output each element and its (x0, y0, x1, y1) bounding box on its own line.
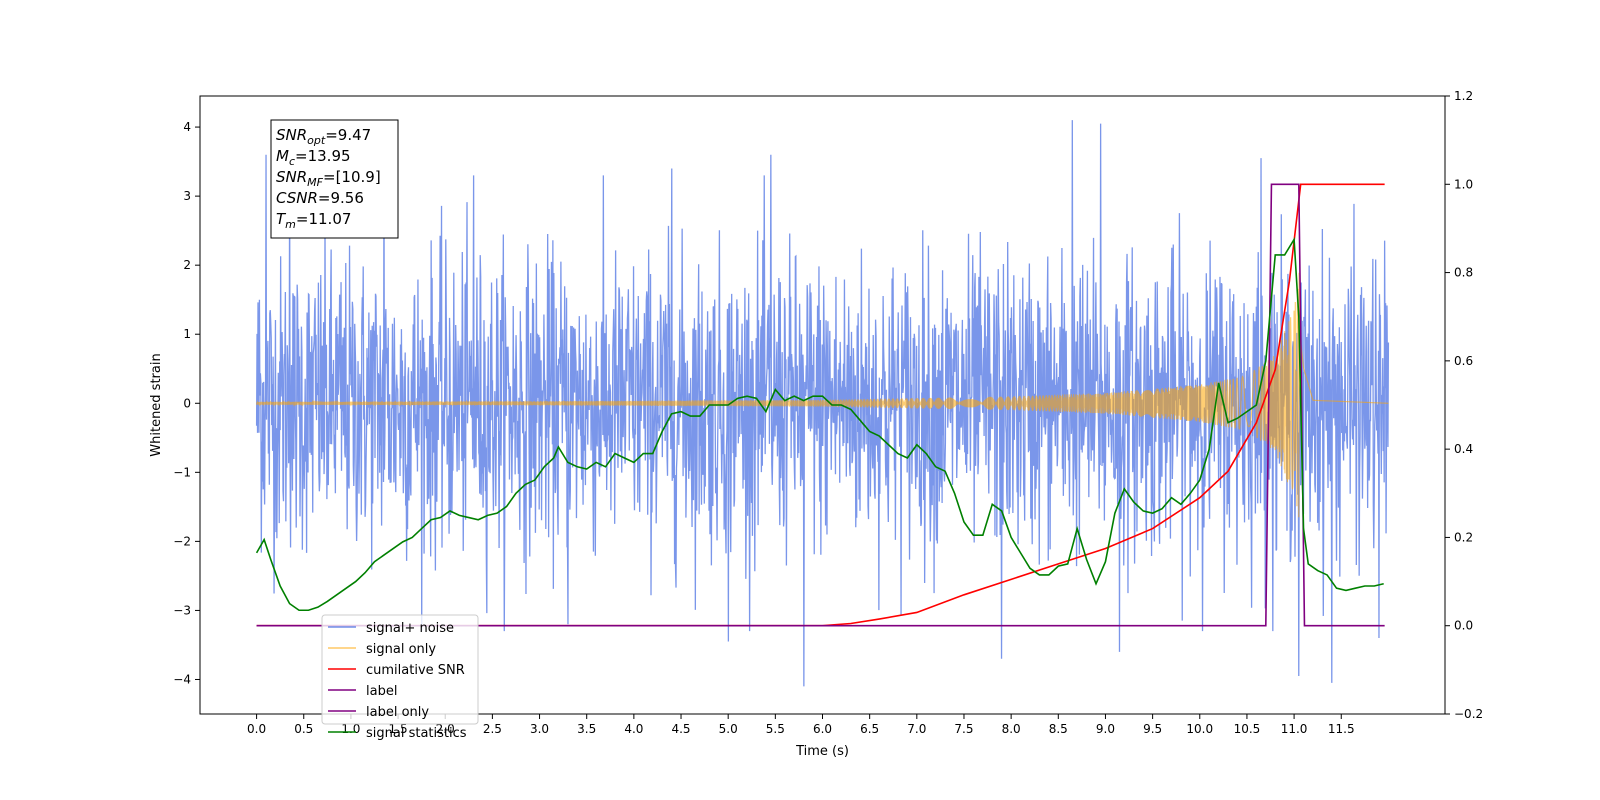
y-right-tick-label: 1.2 (1454, 89, 1473, 103)
y-right-tick-label: −0.2 (1454, 707, 1483, 721)
x-tick-label: 4.0 (624, 722, 643, 736)
x-tick-label: 9.5 (1143, 722, 1162, 736)
y-right-tick-label: 0.4 (1454, 442, 1473, 456)
x-tick-label: 5.5 (766, 722, 785, 736)
legend-item-cumilative-snr: cumilative SNR (328, 663, 465, 678)
legend-label: label only (366, 705, 429, 720)
x-tick-label: 0.5 (294, 722, 313, 736)
x-tick-label: 11.0 (1281, 722, 1308, 736)
legend-label: signal+ noise (366, 621, 454, 636)
y-right-tick-label: 0.6 (1454, 354, 1473, 368)
legend-frame (321, 614, 479, 725)
x-tick-label: 1.5 (389, 722, 408, 736)
x-tick-label: 11.5 (1328, 722, 1355, 736)
y-tick-label: 1 (183, 327, 191, 341)
x-tick-label: 2.5 (483, 722, 502, 736)
series-signal-noise (255, 120, 1390, 687)
y-tick-label: −4 (173, 672, 191, 686)
x-tick-label: 10.5 (1234, 722, 1261, 736)
annotation-line: CSNR=9.56 (276, 189, 364, 207)
series-cumilative-snr (256, 183, 1385, 627)
legend-item-label-only: label only (328, 705, 429, 720)
y-tick-label: 4 (183, 120, 191, 134)
x-tick-label: 6.0 (813, 722, 832, 736)
legend-label: label (366, 684, 397, 699)
x-tick-label: 5.0 (719, 722, 738, 736)
series-signal-statistics (255, 236, 1384, 612)
x-tick-label: 7.5 (954, 722, 973, 736)
y-right-tick-label: 1.0 (1454, 177, 1473, 191)
x-tick-label: 9.0 (1096, 722, 1115, 736)
y-axis-label: Whitened strain (149, 353, 164, 456)
stats-annotation-box: SNRopt=9.47Mc=13.95SNRMF=[10.9]CSNR=9.56… (270, 119, 399, 239)
y-tick-label: 0 (183, 396, 191, 410)
y-right-tick-label: 0.0 (1454, 619, 1473, 633)
annotation-line: Tm=11.07 (276, 210, 351, 231)
x-tick-label: 10.0 (1186, 722, 1213, 736)
legend-label: cumilative SNR (366, 663, 465, 678)
legend-label: signal only (366, 642, 436, 657)
annotation-line: SNRopt=9.47 (276, 126, 371, 147)
x-tick-label: 4.5 (671, 722, 690, 736)
annotation-line: Mc=13.95 (276, 147, 351, 168)
y-tick-label: −1 (173, 465, 191, 479)
annotation-frame (270, 119, 399, 239)
x-tick-label: 6.5 (860, 722, 879, 736)
x-tick-label: 8.0 (1002, 722, 1021, 736)
legend-item-signal-statistics: signal statistics (328, 726, 467, 741)
x-tick-label: 2.0 (436, 722, 455, 736)
x-tick-label: 3.5 (577, 722, 596, 736)
annotation-line: SNRMF=[10.9] (276, 168, 381, 189)
legend-item-signal-noise: signal+ noise (328, 621, 454, 636)
legend: signal+ noise signal only cumilative SNR la… (321, 614, 479, 741)
y-right-tick-label: 0.8 (1454, 266, 1473, 280)
y-tick-label: 3 (183, 189, 191, 203)
plot-area (255, 120, 1390, 687)
x-tick-label: 3.0 (530, 722, 549, 736)
legend-label: signal statistics (366, 726, 467, 741)
y-right-tick-label: 0.2 (1454, 530, 1473, 544)
series-label (256, 183, 1385, 627)
series-signal-only (256, 272, 1389, 518)
x-tick-label: 7.0 (907, 722, 926, 736)
legend-item-signal-only: signal only (328, 642, 436, 657)
y-tick-label: −3 (173, 603, 191, 617)
x-tick-label: 0.0 (247, 722, 266, 736)
y-tick-label: 2 (183, 258, 191, 272)
legend-item-label: label (328, 684, 397, 699)
x-tick-label: 8.5 (1049, 722, 1068, 736)
y-tick-label: −2 (173, 534, 191, 548)
x-axis-label: Time (s) (795, 744, 849, 759)
